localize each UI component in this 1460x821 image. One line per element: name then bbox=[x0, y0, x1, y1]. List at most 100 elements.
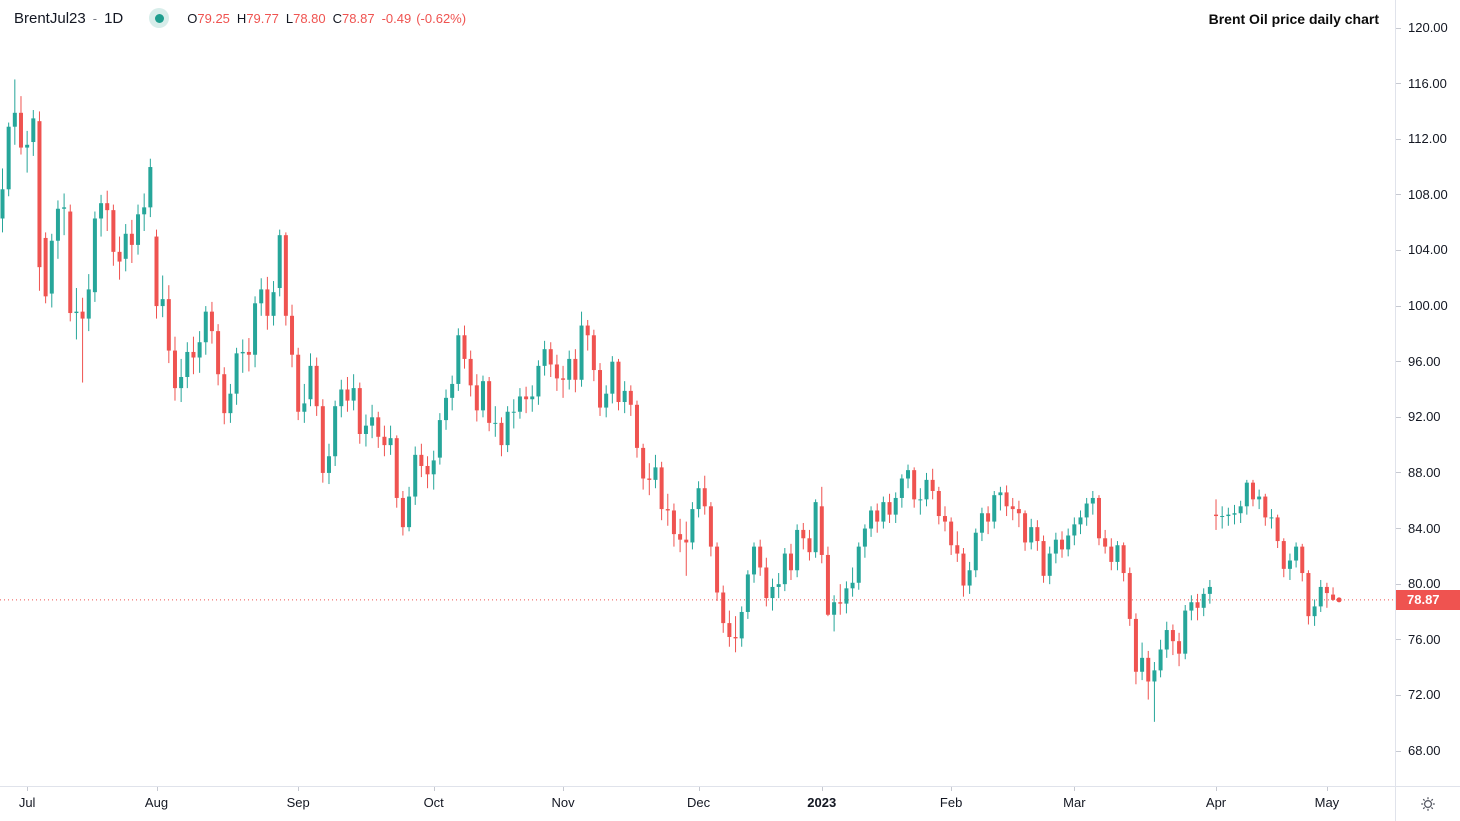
candle[interactable] bbox=[1053, 532, 1058, 564]
candle[interactable] bbox=[776, 573, 781, 599]
candle[interactable] bbox=[690, 502, 695, 550]
candle[interactable] bbox=[172, 336, 177, 401]
candle[interactable] bbox=[92, 211, 97, 302]
candle[interactable] bbox=[1201, 588, 1206, 617]
candle[interactable] bbox=[1318, 579, 1323, 612]
candle[interactable] bbox=[887, 493, 892, 523]
candle[interactable] bbox=[55, 200, 60, 259]
candle[interactable] bbox=[1331, 587, 1336, 601]
candle[interactable] bbox=[752, 542, 757, 583]
candle[interactable] bbox=[862, 524, 867, 558]
candle[interactable] bbox=[832, 595, 837, 632]
candle[interactable] bbox=[259, 278, 264, 316]
candle[interactable] bbox=[554, 354, 559, 391]
candle[interactable] bbox=[536, 360, 541, 405]
candle[interactable] bbox=[437, 413, 442, 465]
candle[interactable] bbox=[561, 365, 566, 398]
candle[interactable] bbox=[653, 454, 658, 489]
candle[interactable] bbox=[1115, 541, 1120, 571]
candle[interactable] bbox=[1238, 500, 1243, 523]
candle[interactable] bbox=[899, 474, 904, 508]
candle[interactable] bbox=[1103, 529, 1108, 554]
candle[interactable] bbox=[665, 493, 670, 526]
candle[interactable] bbox=[1177, 632, 1182, 667]
candle[interactable] bbox=[801, 522, 806, 550]
candle[interactable] bbox=[986, 506, 991, 535]
candle[interactable] bbox=[641, 443, 646, 490]
candle[interactable] bbox=[25, 130, 30, 173]
candle[interactable] bbox=[1269, 509, 1274, 529]
candle[interactable] bbox=[659, 461, 664, 521]
candle[interactable] bbox=[444, 389, 449, 430]
candle[interactable] bbox=[357, 382, 362, 444]
candle[interactable] bbox=[721, 585, 726, 633]
candle[interactable] bbox=[511, 399, 516, 429]
candle[interactable] bbox=[1312, 599, 1317, 626]
candle[interactable] bbox=[930, 468, 935, 500]
price-axis[interactable]: 78.87 120.00 116.00 112.00 108.00 104.00 100.… bbox=[1396, 0, 1460, 786]
candle[interactable] bbox=[18, 96, 23, 155]
candle[interactable] bbox=[1164, 621, 1169, 658]
candle[interactable] bbox=[234, 347, 239, 405]
candle[interactable] bbox=[314, 357, 319, 416]
candle[interactable] bbox=[875, 503, 880, 533]
candle[interactable] bbox=[117, 236, 122, 280]
candle[interactable] bbox=[1060, 531, 1065, 558]
candle[interactable] bbox=[807, 529, 812, 561]
candle[interactable] bbox=[240, 339, 245, 373]
candle[interactable] bbox=[1294, 542, 1299, 568]
candle[interactable] bbox=[924, 472, 929, 507]
candle[interactable] bbox=[185, 342, 190, 389]
candle[interactable] bbox=[6, 122, 11, 197]
candle[interactable] bbox=[129, 219, 134, 263]
candle[interactable] bbox=[622, 381, 627, 414]
candle[interactable] bbox=[308, 353, 313, 407]
candle[interactable] bbox=[733, 616, 738, 653]
candle[interactable] bbox=[906, 464, 911, 489]
candle[interactable] bbox=[1324, 582, 1329, 608]
candle[interactable] bbox=[696, 481, 701, 518]
candle[interactable] bbox=[782, 548, 787, 592]
candle[interactable] bbox=[253, 296, 258, 368]
interval-label[interactable]: 1D bbox=[104, 9, 124, 27]
candle[interactable] bbox=[43, 232, 48, 304]
candle[interactable] bbox=[955, 531, 960, 562]
candle[interactable] bbox=[1066, 528, 1071, 557]
candle[interactable] bbox=[166, 285, 171, 364]
candle[interactable] bbox=[394, 435, 399, 508]
candle[interactable] bbox=[628, 385, 633, 416]
candle[interactable] bbox=[99, 194, 104, 237]
candle[interactable] bbox=[1010, 497, 1015, 521]
candle[interactable] bbox=[0, 168, 5, 233]
candle[interactable] bbox=[191, 336, 196, 375]
candle[interactable] bbox=[585, 319, 590, 351]
candle[interactable] bbox=[702, 475, 707, 515]
candle[interactable] bbox=[961, 548, 966, 597]
candle[interactable] bbox=[610, 356, 615, 404]
candle[interactable] bbox=[918, 488, 923, 515]
candle[interactable] bbox=[148, 158, 153, 218]
candle[interactable] bbox=[74, 288, 79, 340]
candle[interactable] bbox=[1183, 605, 1188, 660]
candle[interactable] bbox=[179, 358, 184, 403]
candle[interactable] bbox=[893, 492, 898, 523]
candle[interactable] bbox=[1214, 499, 1219, 530]
candle[interactable] bbox=[487, 376, 492, 432]
candle[interactable] bbox=[37, 111, 42, 291]
candle[interactable] bbox=[271, 281, 276, 326]
candle[interactable] bbox=[517, 388, 522, 419]
candle[interactable] bbox=[12, 79, 17, 145]
candle[interactable] bbox=[1287, 553, 1292, 580]
candle[interactable] bbox=[949, 517, 954, 555]
candle[interactable] bbox=[425, 456, 430, 489]
candle[interactable] bbox=[942, 506, 947, 532]
candle[interactable] bbox=[1281, 538, 1286, 578]
candle[interactable] bbox=[1146, 650, 1151, 700]
candle[interactable] bbox=[480, 375, 485, 418]
candle[interactable] bbox=[382, 425, 387, 457]
candle[interactable] bbox=[739, 606, 744, 647]
candle[interactable] bbox=[216, 324, 221, 386]
candle[interactable] bbox=[856, 542, 861, 590]
candle[interactable] bbox=[542, 340, 547, 376]
candle[interactable] bbox=[68, 204, 73, 322]
